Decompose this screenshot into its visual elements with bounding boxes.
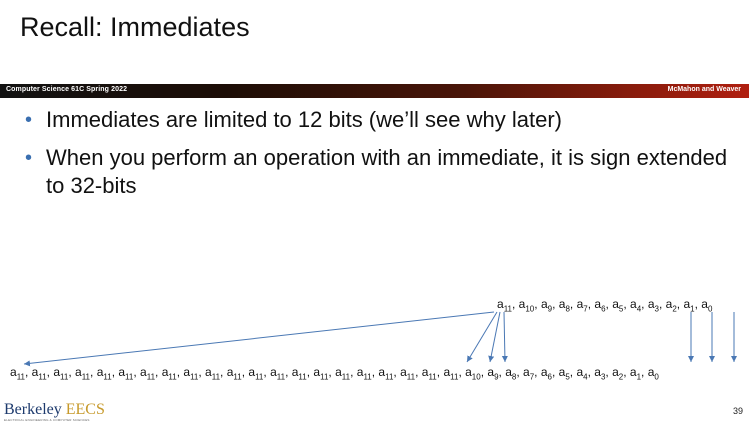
extended-bit-label: a11 bbox=[335, 365, 351, 382]
extended-bit-label: a11 bbox=[75, 365, 91, 382]
page-number: 39 bbox=[732, 406, 743, 416]
bit-label: a7 bbox=[576, 297, 588, 314]
extended-bit-label: a11 bbox=[205, 365, 221, 382]
extended-bit-label: a3 bbox=[594, 365, 606, 382]
bit-label: a8 bbox=[558, 297, 570, 314]
extended-bit-label: a0 bbox=[647, 365, 659, 382]
immediate-bits-sequence: a11, a10, a9, a8, a7, a6, a5, a4, a3, a2… bbox=[497, 297, 713, 314]
extended-bit-label: a6 bbox=[540, 365, 552, 382]
extended-bit-label: a11 bbox=[291, 365, 307, 382]
extended-bit-label: a11 bbox=[356, 365, 372, 382]
extended-bit-label: a1 bbox=[629, 365, 642, 382]
extended-bit-label: a11 bbox=[140, 365, 156, 382]
extended-bit-label: a2 bbox=[612, 365, 624, 382]
title-area: Recall: Immediates bbox=[0, 0, 749, 84]
sign-extension-arrow bbox=[488, 311, 501, 363]
berkeley-eecs-logo: Berkeley EECS bbox=[4, 401, 105, 418]
extended-bit-label: a11 bbox=[31, 365, 47, 382]
extended-bit-label: a11 bbox=[378, 365, 394, 382]
extended-bit-label: a5 bbox=[558, 365, 570, 382]
bit-label: a6 bbox=[594, 297, 606, 314]
course-band: Computer Science 61C Spring 2022 McMahon… bbox=[0, 84, 749, 98]
extended-bit-label: a11 bbox=[270, 365, 286, 382]
bit-label: a3 bbox=[647, 297, 659, 314]
course-label: Computer Science 61C Spring 2022 bbox=[6, 86, 128, 93]
extended-bit-label: a11 bbox=[248, 365, 264, 382]
bit-label: a4 bbox=[630, 297, 642, 314]
extended-bit-label: a7 bbox=[523, 365, 535, 382]
bullet-dot-icon: • bbox=[25, 109, 33, 131]
sign-extended-bits-sequence: a11, a11, a11, a11, a11, a11, a11, a11, … bbox=[10, 365, 659, 382]
bullet-item: • When you perform an operation with an … bbox=[22, 144, 742, 200]
extended-bit-label: a11 bbox=[10, 365, 25, 382]
instructors-label: McMahon and Weaver bbox=[667, 86, 741, 93]
extended-bit-label: a11 bbox=[226, 365, 242, 382]
extended-bit-label: a11 bbox=[96, 365, 112, 382]
sign-extension-arrow bbox=[23, 311, 495, 367]
extended-bit-label: a10 bbox=[465, 365, 481, 382]
extended-bit-label: a11 bbox=[161, 365, 177, 382]
extended-bit-label: a11 bbox=[118, 365, 134, 382]
bit-label: a10 bbox=[518, 297, 535, 314]
extended-bit-label: a11 bbox=[183, 365, 199, 382]
bullet-text: When you perform an operation with an im… bbox=[46, 145, 728, 198]
bit-label: a11 bbox=[497, 297, 512, 314]
bit-label: a9 bbox=[540, 297, 553, 314]
extended-bit-label: a11 bbox=[400, 365, 416, 382]
bullet-dot-icon: • bbox=[25, 147, 33, 169]
bit-label: a1 bbox=[683, 297, 695, 314]
extended-bit-label: a4 bbox=[576, 365, 588, 382]
bullet-item: • Immediates are limited to 12 bits (we’… bbox=[22, 106, 742, 134]
sign-extension-arrow bbox=[466, 311, 498, 363]
bit-label: a0 bbox=[701, 297, 713, 314]
bullet-text: Immediates are limited to 12 bits (we’ll… bbox=[46, 107, 562, 132]
bit-label: a2 bbox=[665, 297, 677, 314]
extended-bit-label: a8 bbox=[505, 365, 517, 382]
slide-title: Recall: Immediates bbox=[20, 12, 250, 42]
sign-extension-arrow bbox=[501, 311, 508, 363]
bit-label: a5 bbox=[612, 297, 624, 314]
extended-bit-label: a11 bbox=[443, 365, 459, 382]
extended-bit-label: a11 bbox=[313, 365, 329, 382]
logo-subtitle: ELECTRICAL ENGINEERING & COMPUTER SCIENC… bbox=[4, 418, 90, 422]
extended-bit-label: a11 bbox=[421, 365, 437, 382]
extended-bit-label: a9 bbox=[487, 365, 499, 382]
extended-bit-label: a11 bbox=[53, 365, 69, 382]
bullet-list: • Immediates are limited to 12 bits (we’… bbox=[22, 106, 742, 210]
